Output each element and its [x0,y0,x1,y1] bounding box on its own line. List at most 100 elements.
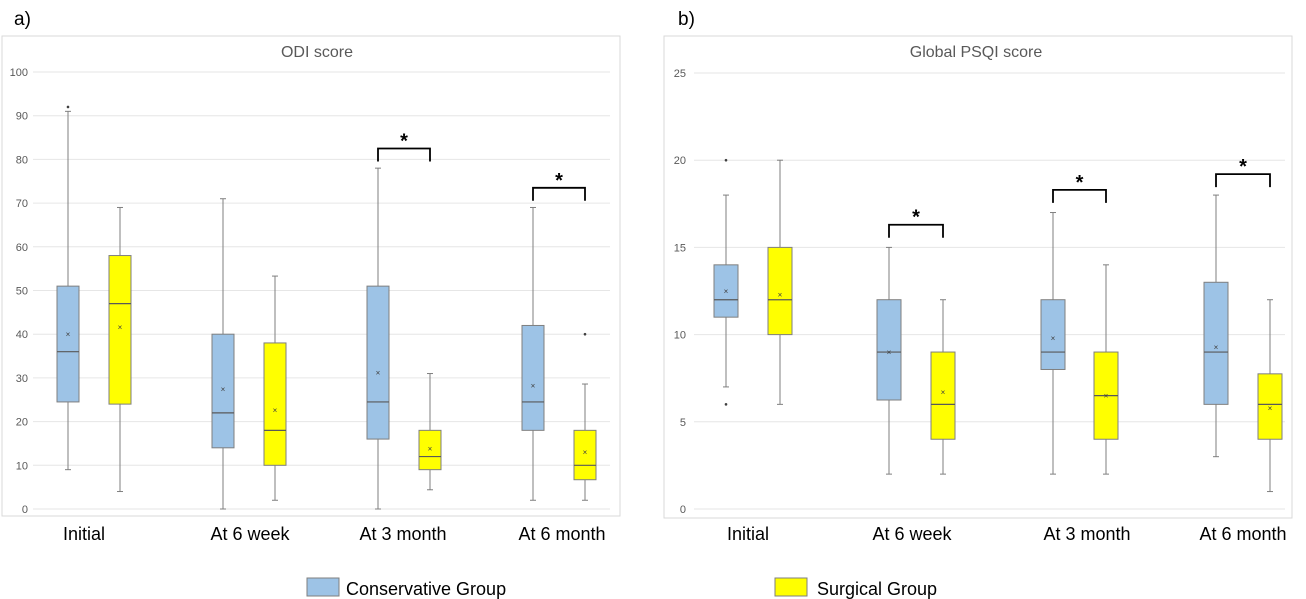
boxplot-conservative: × [56,105,80,471]
box-iqr [930,351,956,440]
significance-bracket: * [888,207,944,238]
mean-marker: × [66,330,71,339]
y-tick-label: 10 [16,460,28,472]
bracket-line [888,223,944,238]
x-tick-label: At 6 month [1199,524,1286,544]
panel-label-b: b) [678,9,695,30]
x-ticks-b: Initial At 6 week At 3 month At 6 month [727,524,1287,544]
chart-title-psqi: Global PSQI score [910,44,1043,61]
significance-bracket: * [532,170,586,201]
significance-bracket: * [377,130,431,162]
boxes-b: × × × × × × × × [713,158,1283,493]
y-tick-label: 80 [16,154,28,166]
legend: Conservative Group Surgical Group [306,577,937,599]
box-iqr [418,429,442,471]
y-tick-label: 30 [16,373,28,385]
x-tick-label: At 3 month [359,524,446,544]
box-iqr [366,285,390,440]
boxplot-surgical: × [767,159,793,405]
legend-label-surgical: Surgical Group [817,579,937,599]
mean-marker: × [778,290,783,299]
mean-marker: × [221,385,226,394]
legend-swatch-surgical [774,577,808,597]
y-ticks-b: 0 5 10 15 20 25 [674,68,686,516]
boxplot-surgical: × [1093,264,1119,475]
significance-star: * [1239,156,1247,178]
box-iqr [1257,373,1283,440]
panel-label-a: a) [14,9,31,30]
significance-star: * [400,130,408,152]
significance-bracket: * [1215,156,1271,188]
mean-marker: × [376,369,381,378]
box-iqr [573,429,597,481]
y-tick-label: 5 [680,417,686,429]
bracket-line [532,186,586,201]
x-tick-label: At 6 month [518,524,605,544]
mean-marker: × [118,323,123,332]
mean-marker: × [1051,334,1056,343]
box-iqr [713,264,739,318]
boxplot-surgical: × [573,332,597,501]
significance-star: * [912,207,920,229]
box-iqr [263,342,287,466]
x-tick-label: At 6 week [872,524,952,544]
mean-marker: × [1268,404,1273,413]
chart-title-odi: ODI score [281,44,353,61]
y-tick-label: 0 [22,504,28,516]
boxplot-surgical: × [418,373,442,491]
boxplot-conservative: × [521,206,545,501]
boxplot-conservative: × [366,167,390,510]
bracket-line [377,147,431,162]
y-tick-label: 50 [16,286,28,298]
y-tick-label: 10 [674,330,686,342]
box-iqr [767,246,793,336]
mean-marker: × [273,406,278,415]
box-iqr [876,299,902,401]
boxes-a: × × × × × × × × [56,105,597,510]
boxplot-surgical: × [1257,299,1283,493]
boxplot-surgical: × [263,275,287,501]
x-tick-label: Initial [63,524,105,544]
mean-marker: × [1104,392,1109,401]
panel-b-frame [663,35,1293,519]
mean-marker: × [428,445,433,454]
bracket-line [1052,188,1107,203]
x-tick-label: At 6 week [210,524,290,544]
y-tick-label: 25 [674,68,686,80]
box-iqr [521,324,545,431]
boxplot-conservative: × [713,158,739,406]
y-ticks-a: 0 10 20 30 40 50 60 70 80 90 100 [10,67,28,516]
box-iqr [211,333,235,449]
boxplot-conservative: × [1040,212,1066,475]
mean-marker: × [887,348,892,357]
panel-a-frame [1,35,621,517]
y-tick-label: 20 [674,155,686,167]
outlier-point [66,105,70,109]
box-iqr [1040,299,1066,370]
bracket-line [1215,173,1271,188]
y-tick-label: 40 [16,329,28,341]
mean-marker: × [724,287,729,296]
outlier-point [724,158,728,162]
mean-marker: × [583,448,588,457]
y-tick-label: 90 [16,111,28,123]
y-tick-label: 100 [10,67,28,79]
outlier-point [583,332,587,336]
boxplot-surgical: × [930,299,956,475]
significance-star: * [555,170,563,192]
mean-marker: × [1214,343,1219,352]
legend-label-conservative: Conservative Group [346,579,506,599]
box-iqr [56,285,80,403]
boxplot-conservative: × [876,246,902,475]
significance-a: ** [377,130,586,201]
x-ticks-a: Initial At 6 week At 3 month At 6 month [63,524,606,544]
y-tick-label: 0 [680,504,686,516]
outlier-point [724,403,728,406]
legend-swatch-conservative [306,577,340,597]
y-tick-label: 15 [674,242,686,254]
x-tick-label: At 3 month [1043,524,1130,544]
boxplot-conservative: × [1203,194,1229,458]
